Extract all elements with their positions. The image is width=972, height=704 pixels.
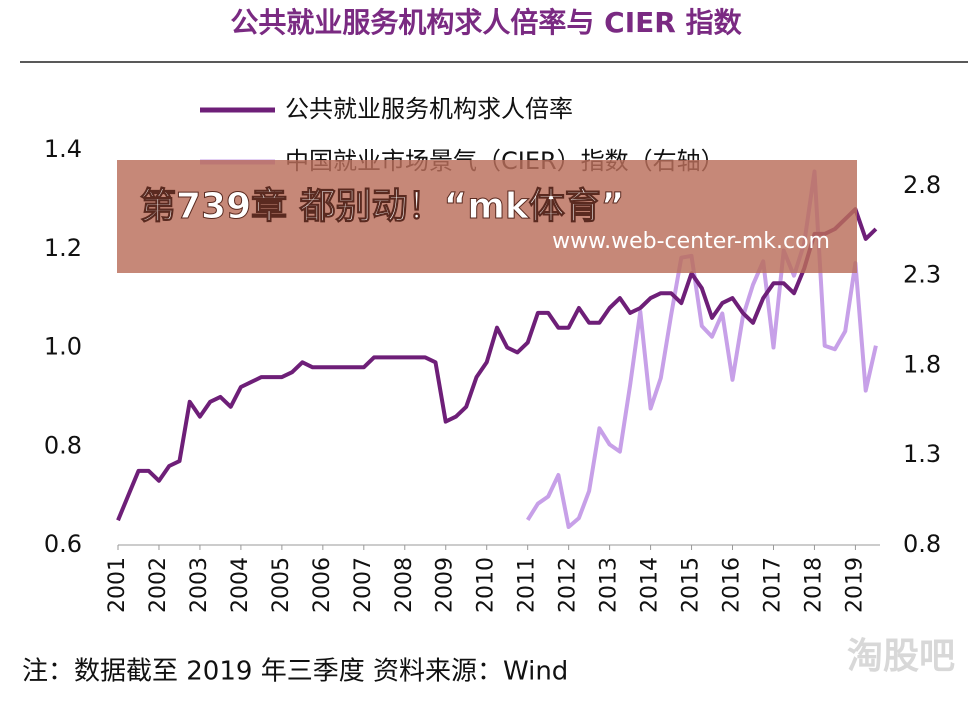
x-tick-label: 2002: [146, 557, 171, 613]
x-tick-label: 2005: [269, 557, 294, 613]
x-tick-label: 2009: [433, 557, 458, 613]
overlay-banner: [117, 160, 857, 273]
x-tick-label: 2004: [228, 557, 253, 613]
overlay-headline: 第739章 都别动！“mk体育”: [140, 185, 624, 227]
chart-title: 公共就业服务机构求人倍率与 CIER 指数: [230, 6, 742, 39]
x-tick-label: 2010: [474, 557, 499, 613]
x-tick-label: 2007: [351, 557, 376, 613]
x-tick-label: 2016: [720, 557, 745, 613]
x-tick-label: 2013: [597, 557, 622, 613]
x-tick-label: 2011: [515, 557, 540, 613]
legend-label: 公共就业服务机构求人倍率: [285, 95, 573, 123]
y2-tick-label: 1.3: [903, 440, 941, 468]
x-tick-label: 2017: [760, 557, 785, 613]
y2-tick-label: 2.8: [903, 171, 941, 199]
x-tick-label: 2014: [638, 557, 663, 613]
watermark: 淘股吧: [847, 636, 955, 677]
x-tick-label: 2006: [310, 557, 335, 613]
y-tick-label: 1.0: [44, 333, 82, 361]
y-tick-label: 0.6: [44, 530, 82, 558]
y2-tick-label: 0.8: [903, 530, 941, 558]
x-tick-label: 2001: [105, 557, 130, 613]
overlay-url: www.web-center-mk.com: [552, 229, 830, 254]
x-tick-label: 2008: [392, 557, 417, 613]
series-line: [116, 207, 878, 522]
note: 注：数据截至 2019 年三季度 资料来源：Wind: [22, 657, 568, 687]
x-tick-label: 2015: [679, 557, 704, 613]
x-tick-label: 2012: [556, 557, 581, 613]
x-tick-label: 2003: [187, 557, 212, 613]
y-tick-label: 1.4: [44, 135, 82, 163]
x-tick-label: 2018: [801, 557, 826, 613]
x-tick-label: 2019: [842, 557, 867, 613]
y2-tick-label: 2.3: [903, 261, 941, 289]
y-tick-label: 1.2: [44, 234, 82, 262]
y-tick-label: 0.8: [44, 431, 82, 459]
y2-tick-label: 1.8: [903, 350, 941, 378]
